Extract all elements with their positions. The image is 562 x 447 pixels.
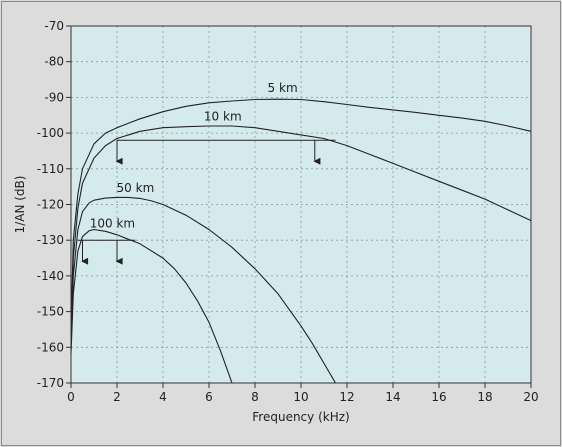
x-tick-label: 8 (251, 390, 259, 404)
y-tick-label: -110 (37, 162, 64, 176)
series-label: 10 km (204, 110, 242, 124)
x-tick-label: 10 (293, 390, 308, 404)
y-tick-label: -160 (37, 340, 64, 354)
x-tick-label: 2 (113, 390, 121, 404)
y-axis-title: 1/AN (dB) (13, 176, 27, 234)
y-tick-label: -90 (44, 90, 64, 104)
x-tick-label: 6 (205, 390, 213, 404)
y-tick-label: -130 (37, 233, 64, 247)
x-tick-label: 12 (339, 390, 354, 404)
y-tick-label: -170 (37, 376, 64, 390)
y-tick-label: -150 (37, 305, 64, 319)
y-tick-label: -120 (37, 198, 64, 212)
y-tick-label: -140 (37, 269, 64, 283)
series-label: 50 km (117, 181, 155, 195)
x-axis-title: Frequency (kHz) (252, 410, 349, 424)
x-tick-label: 4 (159, 390, 167, 404)
x-tick-label: 20 (523, 390, 538, 404)
y-tick-label: -80 (44, 55, 64, 69)
y-tick-label: -100 (37, 126, 64, 140)
x-tick-label: 18 (477, 390, 492, 404)
x-tick-label: 16 (431, 390, 446, 404)
series-label: 5 km (268, 81, 298, 95)
series-label: 100 km (90, 217, 135, 231)
x-tick-label: 14 (385, 390, 400, 404)
y-tick-label: -70 (44, 19, 64, 33)
x-tick-label: 0 (67, 390, 75, 404)
